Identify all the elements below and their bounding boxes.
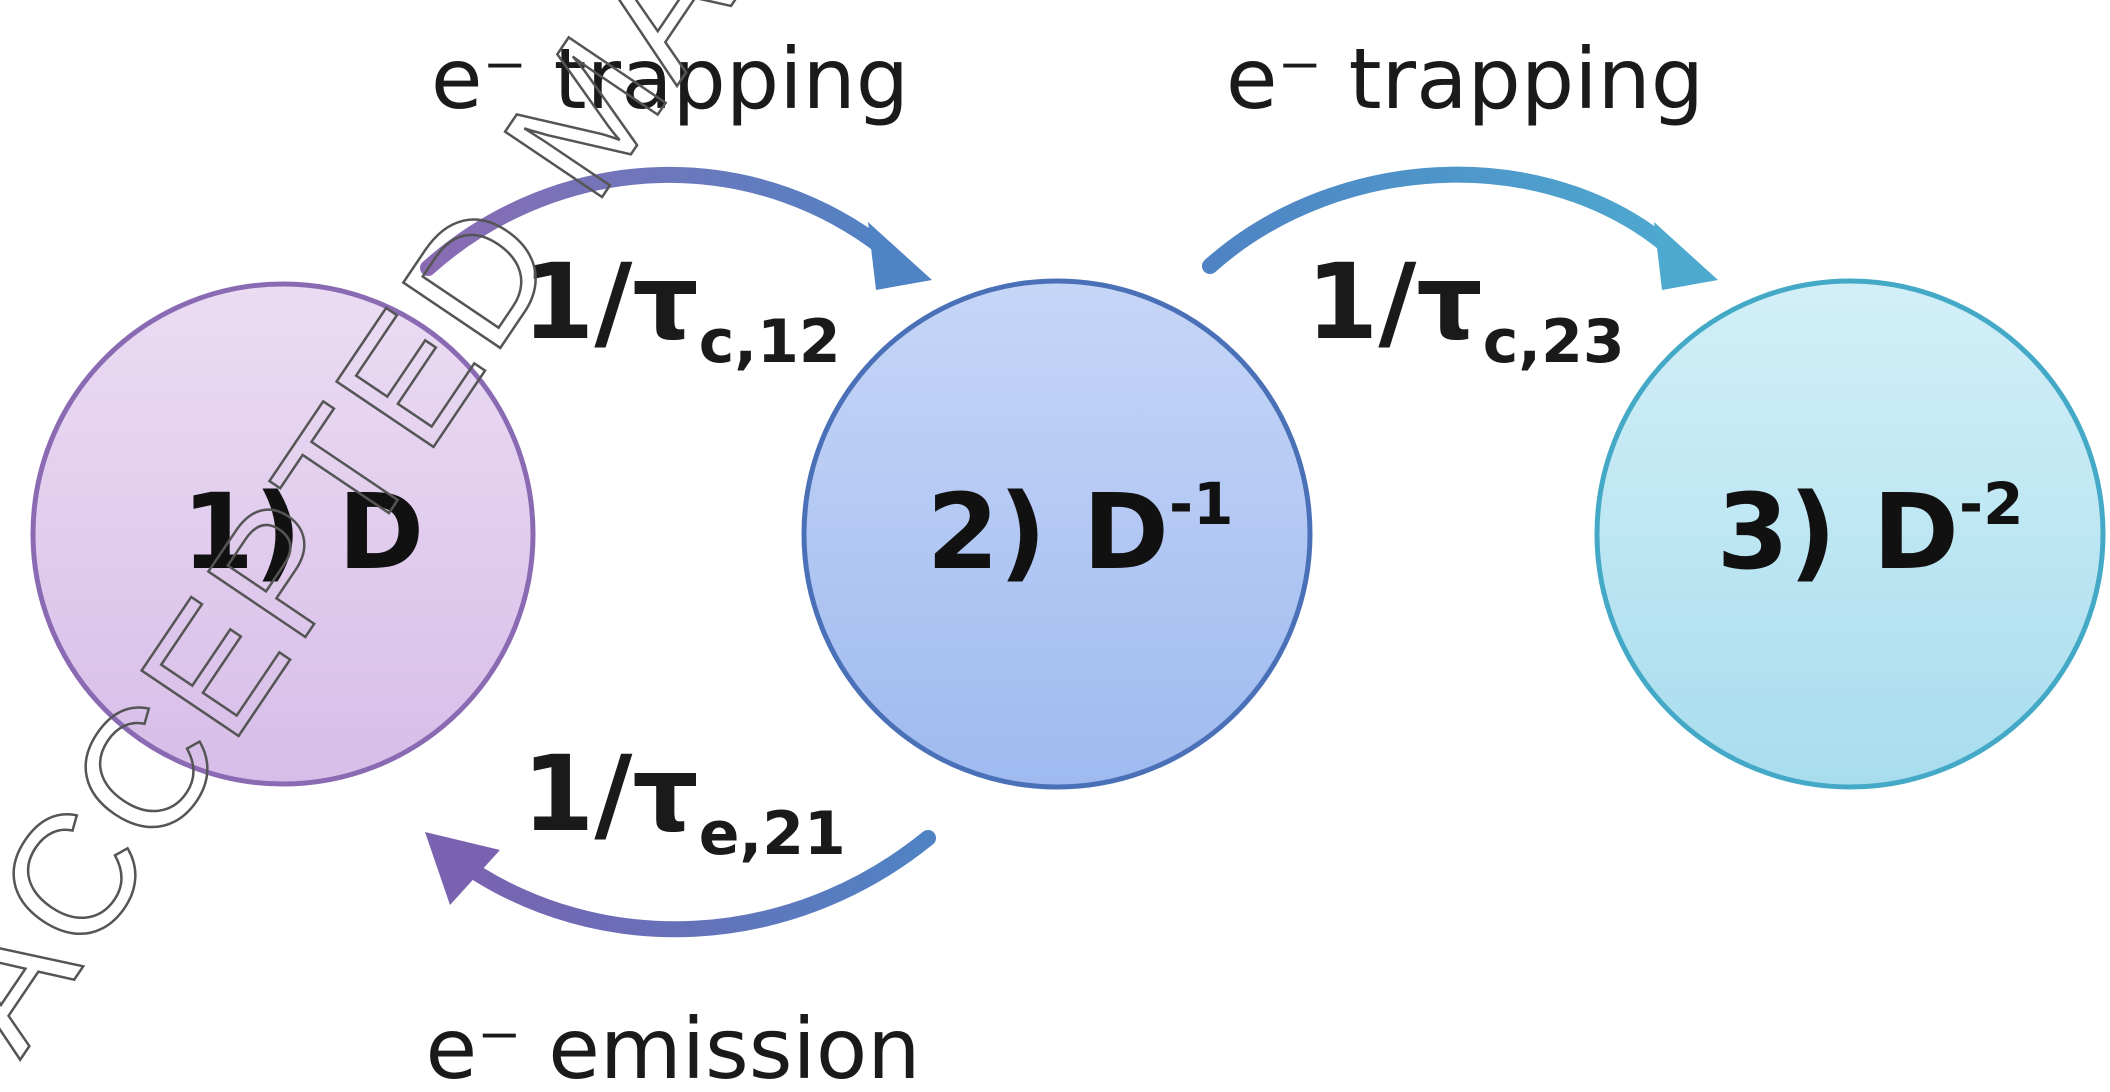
state-3-circle bbox=[1594, 278, 2106, 790]
caption-t23: e⁻ trapping bbox=[1226, 30, 1704, 128]
state-3-label: 3) D-2 bbox=[1717, 470, 2024, 593]
arrow-2-to-1 bbox=[452, 830, 936, 938]
rate-t23: 1/τc,23 bbox=[1306, 241, 1625, 377]
arrow-1-to-2 bbox=[420, 167, 908, 276]
state-2-label: 2) D-1 bbox=[927, 470, 1234, 593]
arrow-1-to-2-head bbox=[868, 222, 932, 290]
rate-t21: 1/τe,21 bbox=[522, 733, 846, 869]
arrow-2-to-3-head bbox=[1654, 222, 1718, 290]
state-2-circle bbox=[801, 278, 1313, 790]
arrow-2-to-3 bbox=[1202, 166, 1693, 274]
rate-t12: 1/τc,12 bbox=[522, 241, 841, 377]
state-1-label: 1) D bbox=[182, 471, 424, 593]
arrow-2-to-1-head bbox=[425, 832, 500, 905]
caption-t12: e⁻ trapping bbox=[431, 30, 909, 128]
state-1-circle bbox=[30, 281, 536, 787]
caption-t21: e⁻ emission bbox=[425, 1000, 920, 1092]
